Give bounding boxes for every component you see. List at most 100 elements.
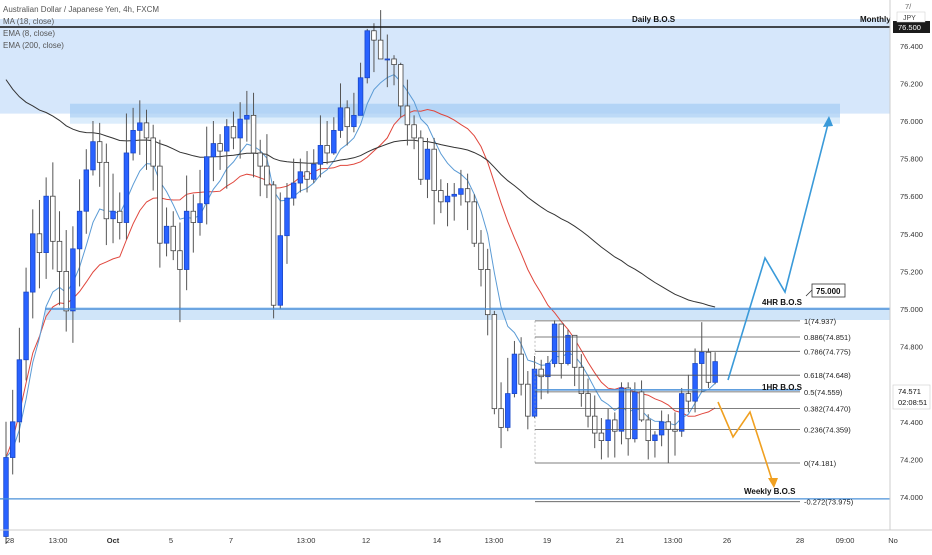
candle[interactable] <box>270 181 277 319</box>
candle[interactable] <box>123 113 130 240</box>
legend-ema8[interactable]: EMA (8, close) <box>3 29 56 38</box>
candle[interactable] <box>76 179 83 287</box>
candle[interactable] <box>464 173 471 231</box>
candle[interactable] <box>217 134 223 170</box>
candle[interactable] <box>117 192 123 240</box>
candle[interactable] <box>110 173 116 244</box>
candle[interactable] <box>324 121 330 165</box>
ma18-line[interactable] <box>5 108 716 458</box>
candle[interactable] <box>398 62 404 118</box>
candle[interactable] <box>638 380 645 422</box>
candle[interactable] <box>50 162 56 270</box>
candle[interactable] <box>511 340 518 398</box>
candle[interactable] <box>605 408 611 458</box>
candle[interactable] <box>438 179 444 214</box>
candle[interactable] <box>578 354 585 407</box>
fib-level[interactable]: 0.236(74.359) <box>535 426 851 435</box>
candle[interactable] <box>357 62 364 116</box>
candle[interactable] <box>612 412 618 458</box>
candle[interactable] <box>90 121 96 176</box>
candle[interactable] <box>458 169 464 206</box>
candle[interactable] <box>337 83 344 138</box>
candle[interactable] <box>551 320 558 368</box>
candle[interactable] <box>143 109 150 170</box>
candle[interactable] <box>70 226 76 343</box>
candle[interactable] <box>190 194 197 253</box>
candle[interactable] <box>197 169 203 236</box>
candle[interactable] <box>3 421 9 544</box>
candle[interactable] <box>311 149 317 184</box>
candle[interactable] <box>377 10 384 60</box>
candle[interactable] <box>558 323 564 379</box>
candle[interactable] <box>411 115 417 150</box>
candle[interactable] <box>478 230 484 287</box>
candle[interactable] <box>418 130 424 185</box>
candle[interactable] <box>484 248 491 336</box>
candle[interactable] <box>304 151 310 193</box>
candle[interactable] <box>257 139 263 197</box>
fib-level[interactable]: 0(74.181) <box>535 459 837 468</box>
bullish-projection-path[interactable] <box>727 119 830 381</box>
candle[interactable] <box>685 374 692 413</box>
candle[interactable] <box>491 310 498 415</box>
candle[interactable] <box>518 337 524 396</box>
candle[interactable] <box>23 267 29 381</box>
candle[interactable] <box>618 382 625 445</box>
candle[interactable] <box>344 100 350 146</box>
candle[interactable] <box>645 414 651 460</box>
candle[interactable] <box>665 414 672 464</box>
candle[interactable] <box>210 121 217 182</box>
candle[interactable] <box>317 115 324 178</box>
candle[interactable] <box>170 211 176 261</box>
candle[interactable] <box>471 194 477 247</box>
fib-level[interactable]: 1(74.937) <box>535 317 837 326</box>
candle[interactable] <box>424 137 431 199</box>
fib-level[interactable]: -0.272(73.975) <box>535 498 854 507</box>
candle[interactable] <box>658 410 665 447</box>
fib-level[interactable]: 0.618(74.648) <box>535 371 851 380</box>
candle[interactable] <box>652 431 658 458</box>
candle[interactable] <box>451 183 457 221</box>
candle[interactable] <box>244 90 250 142</box>
candle[interactable] <box>712 352 718 385</box>
candle[interactable] <box>598 418 605 460</box>
candle[interactable] <box>297 158 304 193</box>
legend-ema200[interactable]: EMA (200, close) <box>3 41 64 50</box>
legend-ma18[interactable]: MA (18, close) <box>3 17 55 26</box>
candle[interactable] <box>431 137 437 225</box>
candle[interactable] <box>230 111 237 150</box>
candle[interactable] <box>43 177 49 279</box>
candle[interactable] <box>96 122 103 187</box>
candle[interactable] <box>404 79 411 146</box>
candle[interactable] <box>632 382 638 443</box>
ema8-line[interactable] <box>5 74 716 458</box>
candle[interactable] <box>250 92 257 178</box>
candle[interactable] <box>705 348 712 388</box>
candle[interactable] <box>157 139 163 268</box>
candle[interactable] <box>130 107 136 161</box>
candle[interactable] <box>531 356 538 419</box>
candle[interactable] <box>625 382 631 456</box>
ema200-line[interactable] <box>5 79 716 308</box>
candle[interactable] <box>36 199 43 289</box>
candle[interactable] <box>237 102 243 159</box>
candle[interactable] <box>30 209 36 319</box>
candle[interactable] <box>183 175 190 291</box>
candle[interactable] <box>565 329 571 366</box>
candle[interactable] <box>351 92 357 133</box>
fib-level[interactable]: 0.886(74.851) <box>535 333 851 342</box>
candle[interactable] <box>364 28 370 84</box>
bearish-projection-path[interactable] <box>717 401 774 484</box>
candle[interactable] <box>678 387 685 437</box>
candle[interactable] <box>103 143 110 246</box>
candle[interactable] <box>264 134 270 199</box>
candle[interactable] <box>56 211 63 306</box>
candle[interactable] <box>9 389 16 475</box>
candle[interactable] <box>203 126 210 225</box>
fib-level[interactable]: 0.5(74.559) <box>535 388 843 397</box>
candle[interactable] <box>290 158 297 206</box>
candle[interactable] <box>672 412 678 456</box>
candle[interactable] <box>384 34 391 88</box>
